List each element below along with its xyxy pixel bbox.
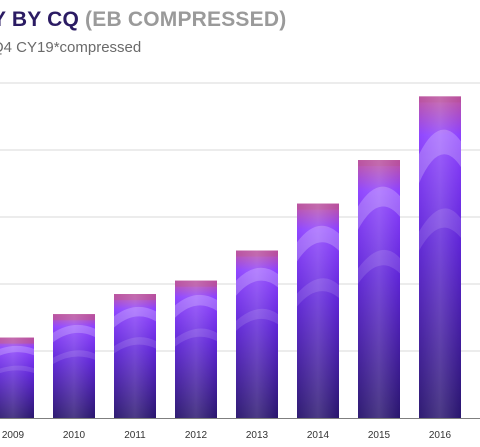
bar-2011 <box>114 294 156 418</box>
x-tick-label: 2016 <box>429 430 452 441</box>
chart-title-main: Y BY CQ <box>0 8 79 31</box>
x-tick-label: 2010 <box>63 430 86 441</box>
bar-2015 <box>358 160 400 419</box>
bar-shine <box>297 203 339 418</box>
x-tick-label: 2013 <box>246 430 269 441</box>
bar-2010 <box>53 314 95 418</box>
x-tick-label: 2012 <box>185 430 208 441</box>
bar-shine <box>358 160 400 419</box>
x-tick-label: 2011 <box>124 430 146 441</box>
bar-2009 <box>0 337 34 418</box>
x-tick-label: 2015 <box>368 430 391 441</box>
bar-shine <box>419 96 461 419</box>
bar-shine <box>236 250 278 418</box>
chart-title-qualifier: (EB COMPRESSED) <box>85 8 287 31</box>
bars <box>0 96 461 419</box>
bar-2013 <box>236 250 278 418</box>
bar-shine <box>175 280 217 418</box>
bar-shine <box>0 337 34 418</box>
bar-shine <box>53 314 95 418</box>
chart-subtitle: Q4 CY19*compressed <box>0 39 142 56</box>
x-tick-label: 2014 <box>307 430 330 441</box>
bar-shine <box>114 294 156 418</box>
bar-2012 <box>175 280 217 418</box>
x-tick-label: 2009 <box>2 430 25 441</box>
bar-2014 <box>297 203 339 418</box>
x-tick-labels: 2009 2010 2011 2012 2013 2014 2015 2016 <box>2 430 452 441</box>
chart-title: Y BY CQ (EB COMPRESSED) <box>0 8 286 32</box>
bar-2016 <box>419 96 461 419</box>
